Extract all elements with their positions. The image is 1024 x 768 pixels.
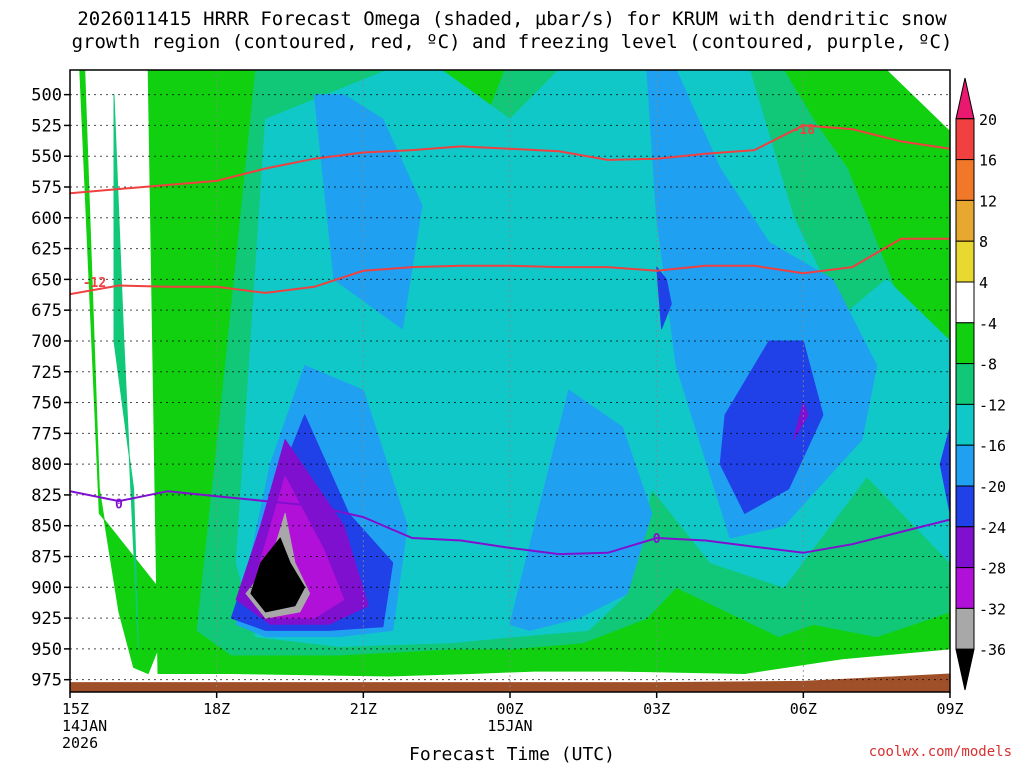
x-tick-label-0-0: 15Z (62, 700, 89, 718)
terrain-ground (70, 673, 950, 692)
colorbar-swatch-5 (955, 281, 975, 324)
x-tick-label-18-0: 09Z (936, 700, 963, 718)
y-tick-label-925: 925 (31, 609, 62, 629)
colorbar-swatch-6 (955, 322, 975, 365)
colorbar-swatch-13 (955, 607, 975, 650)
y-tick-label-575: 575 (31, 178, 62, 198)
colorbar-swatch-8 (955, 403, 975, 446)
colorbar-label-7: -12 (979, 396, 1006, 414)
y-tick-label-625: 625 (31, 240, 62, 260)
colorbar-swatch-7 (955, 363, 975, 405)
colorbar-swatch-12 (955, 567, 975, 609)
y-tick-label-550: 550 (31, 147, 62, 167)
y-tick-label-825: 825 (31, 486, 62, 506)
x-tick-label-0-1: 14JAN (62, 717, 107, 735)
colorbar-swatch-1 (955, 118, 975, 161)
temperature-contour-0 (70, 124, 950, 195)
omega-region-neg24-1 (793, 402, 809, 440)
temperature-contour-label-1-0: -12 (83, 276, 106, 291)
x-tick-label-9-1: 15JAN (487, 717, 532, 735)
colorbar-label-1: 16 (979, 152, 997, 170)
colorbar-swatch-3 (955, 199, 975, 242)
y-tick-label-750: 750 (31, 394, 62, 414)
omega-region-neg16-2 (509, 389, 653, 631)
y-tick-label-975: 975 (31, 671, 62, 691)
chart-title-line2: growth region (contoured, red, ºC) and f… (71, 31, 953, 53)
x-tick-label-3-0: 18Z (203, 700, 230, 718)
x-tick-label-9-0: 00Z (496, 700, 523, 718)
y-tick-label-800: 800 (31, 455, 62, 475)
omega-region-neg4-1 (79, 70, 159, 674)
colorbar-swatch-4 (955, 240, 975, 283)
chart-title-line1: 2026011415 HRRR Forecast Omega (shaded, … (77, 8, 947, 30)
colorbar-label-6: -8 (979, 356, 997, 374)
colorbar-label-5: -4 (979, 315, 997, 333)
y-tick-label-525: 525 (31, 116, 62, 136)
omega-region-neg20-2 (656, 266, 672, 330)
colorbar-label-11: -28 (979, 560, 1006, 578)
y-tick-label-725: 725 (31, 363, 62, 383)
y-tick-label-950: 950 (31, 640, 62, 660)
freezing-contour-label-0-1: 0 (653, 532, 661, 547)
y-tick-label-775: 775 (31, 424, 62, 444)
credit-text: coolwx.com/models (868, 744, 1012, 760)
colorbar-swatch-0 (955, 77, 975, 120)
colorbar-label-2: 12 (979, 192, 997, 210)
omega-region-neg20-1 (719, 340, 824, 514)
colorbar-label-4: 4 (979, 274, 988, 292)
colorbar-swatch-9 (955, 444, 975, 487)
y-tick-label-500: 500 (31, 86, 62, 106)
y-tick-label-650: 650 (31, 270, 62, 290)
colorbar-swatch-10 (955, 485, 975, 528)
temperature-contour-label-0-0: -18 (792, 123, 816, 138)
colorbar-label-12: -32 (979, 600, 1006, 618)
colorbar-swatch-14 (955, 648, 975, 691)
x-tick-label-0-2: 2026 (62, 734, 98, 752)
y-tick-label-600: 600 (31, 209, 62, 229)
y-tick-label-900: 900 (31, 578, 62, 598)
freezing-contour-0 (70, 490, 950, 556)
colorbar-label-10: -24 (979, 519, 1006, 537)
colorbar-label-0: 20 (979, 111, 997, 129)
colorbar-label-3: 8 (979, 233, 988, 251)
omega-region-neg8-1 (113, 94, 139, 650)
temperature-contour-1 (70, 237, 950, 296)
x-tick-label-6-0: 21Z (350, 700, 377, 718)
x-tick-label-12-0: 03Z (643, 700, 670, 718)
colorbar-swatch-2 (955, 159, 975, 201)
y-tick-label-875: 875 (31, 548, 62, 568)
colorbar-label-13: -36 (979, 641, 1006, 659)
x-tick-label-15-0: 06Z (790, 700, 817, 718)
colorbar-swatch-11 (955, 526, 975, 569)
colorbar-label-8: -16 (979, 437, 1006, 455)
x-axis-label: Forecast Time (UTC) (409, 744, 615, 765)
y-tick-label-850: 850 (31, 517, 62, 537)
colorbar-label-9: -20 (979, 478, 1006, 496)
y-tick-label-675: 675 (31, 301, 62, 321)
omega-region-neg20-3 (939, 426, 950, 514)
freezing-contour-label-0-0: 0 (115, 498, 123, 513)
omega-region-neg36-0 (250, 537, 306, 613)
y-tick-label-700: 700 (31, 332, 62, 352)
